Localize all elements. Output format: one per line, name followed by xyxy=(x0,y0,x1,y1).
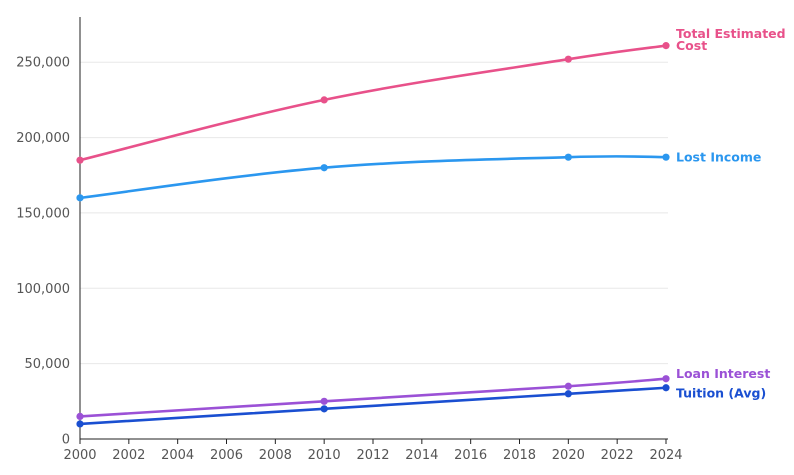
x-tick-label: 2016 xyxy=(454,448,487,463)
x-tick-label: 2006 xyxy=(210,448,243,463)
data-point xyxy=(662,375,670,383)
data-point xyxy=(662,153,670,161)
data-point xyxy=(320,164,328,172)
data-points xyxy=(76,42,670,428)
data-point xyxy=(320,397,328,405)
data-point xyxy=(564,390,572,398)
x-tick-label: 2004 xyxy=(161,448,194,463)
y-tick-label: 150,000 xyxy=(16,206,70,221)
grid-lines xyxy=(80,61,668,365)
data-point xyxy=(662,384,670,392)
series-line xyxy=(78,377,668,418)
series-lines xyxy=(78,44,668,426)
x-tick-label: 2010 xyxy=(308,448,341,463)
y-tick-label: 250,000 xyxy=(16,56,70,71)
data-point xyxy=(564,153,572,161)
series-label: Lost Income xyxy=(676,150,761,165)
data-point xyxy=(76,412,84,420)
data-point xyxy=(564,382,572,390)
y-tick-label: 100,000 xyxy=(16,282,70,297)
x-tick-label: 2022 xyxy=(601,448,634,463)
data-point xyxy=(76,194,84,202)
data-point xyxy=(76,420,84,428)
x-tick-label: 2008 xyxy=(259,448,292,463)
series-label: Cost xyxy=(676,38,707,53)
x-tick-label: 2020 xyxy=(552,448,585,463)
series-line xyxy=(78,44,668,162)
data-point xyxy=(320,96,328,104)
y-tick-label: 200,000 xyxy=(16,131,70,146)
series-line xyxy=(78,155,668,200)
series-line xyxy=(78,386,668,426)
data-point xyxy=(320,405,328,413)
x-tick-label: 2024 xyxy=(649,448,682,463)
tick-labels: 0 50,000 100,000 150,000 200,000 250,000 2000 2… xyxy=(16,56,682,463)
series-label: Loan Interest xyxy=(676,366,770,381)
x-tick-label: 2002 xyxy=(112,448,145,463)
axes xyxy=(79,17,668,444)
series-label: Total Estimated xyxy=(676,26,786,41)
x-tick-label: 2000 xyxy=(63,448,96,463)
x-tick-label: 2012 xyxy=(356,448,389,463)
data-point xyxy=(76,156,84,164)
series-label: Tuition (Avg) xyxy=(676,385,766,400)
data-point xyxy=(662,42,670,50)
data-point xyxy=(564,55,572,63)
x-tick-label: 2014 xyxy=(405,448,438,463)
y-tick-label: 50,000 xyxy=(25,357,71,372)
x-tick-label: 2018 xyxy=(503,448,536,463)
y-tick-label: 0 xyxy=(62,433,70,448)
